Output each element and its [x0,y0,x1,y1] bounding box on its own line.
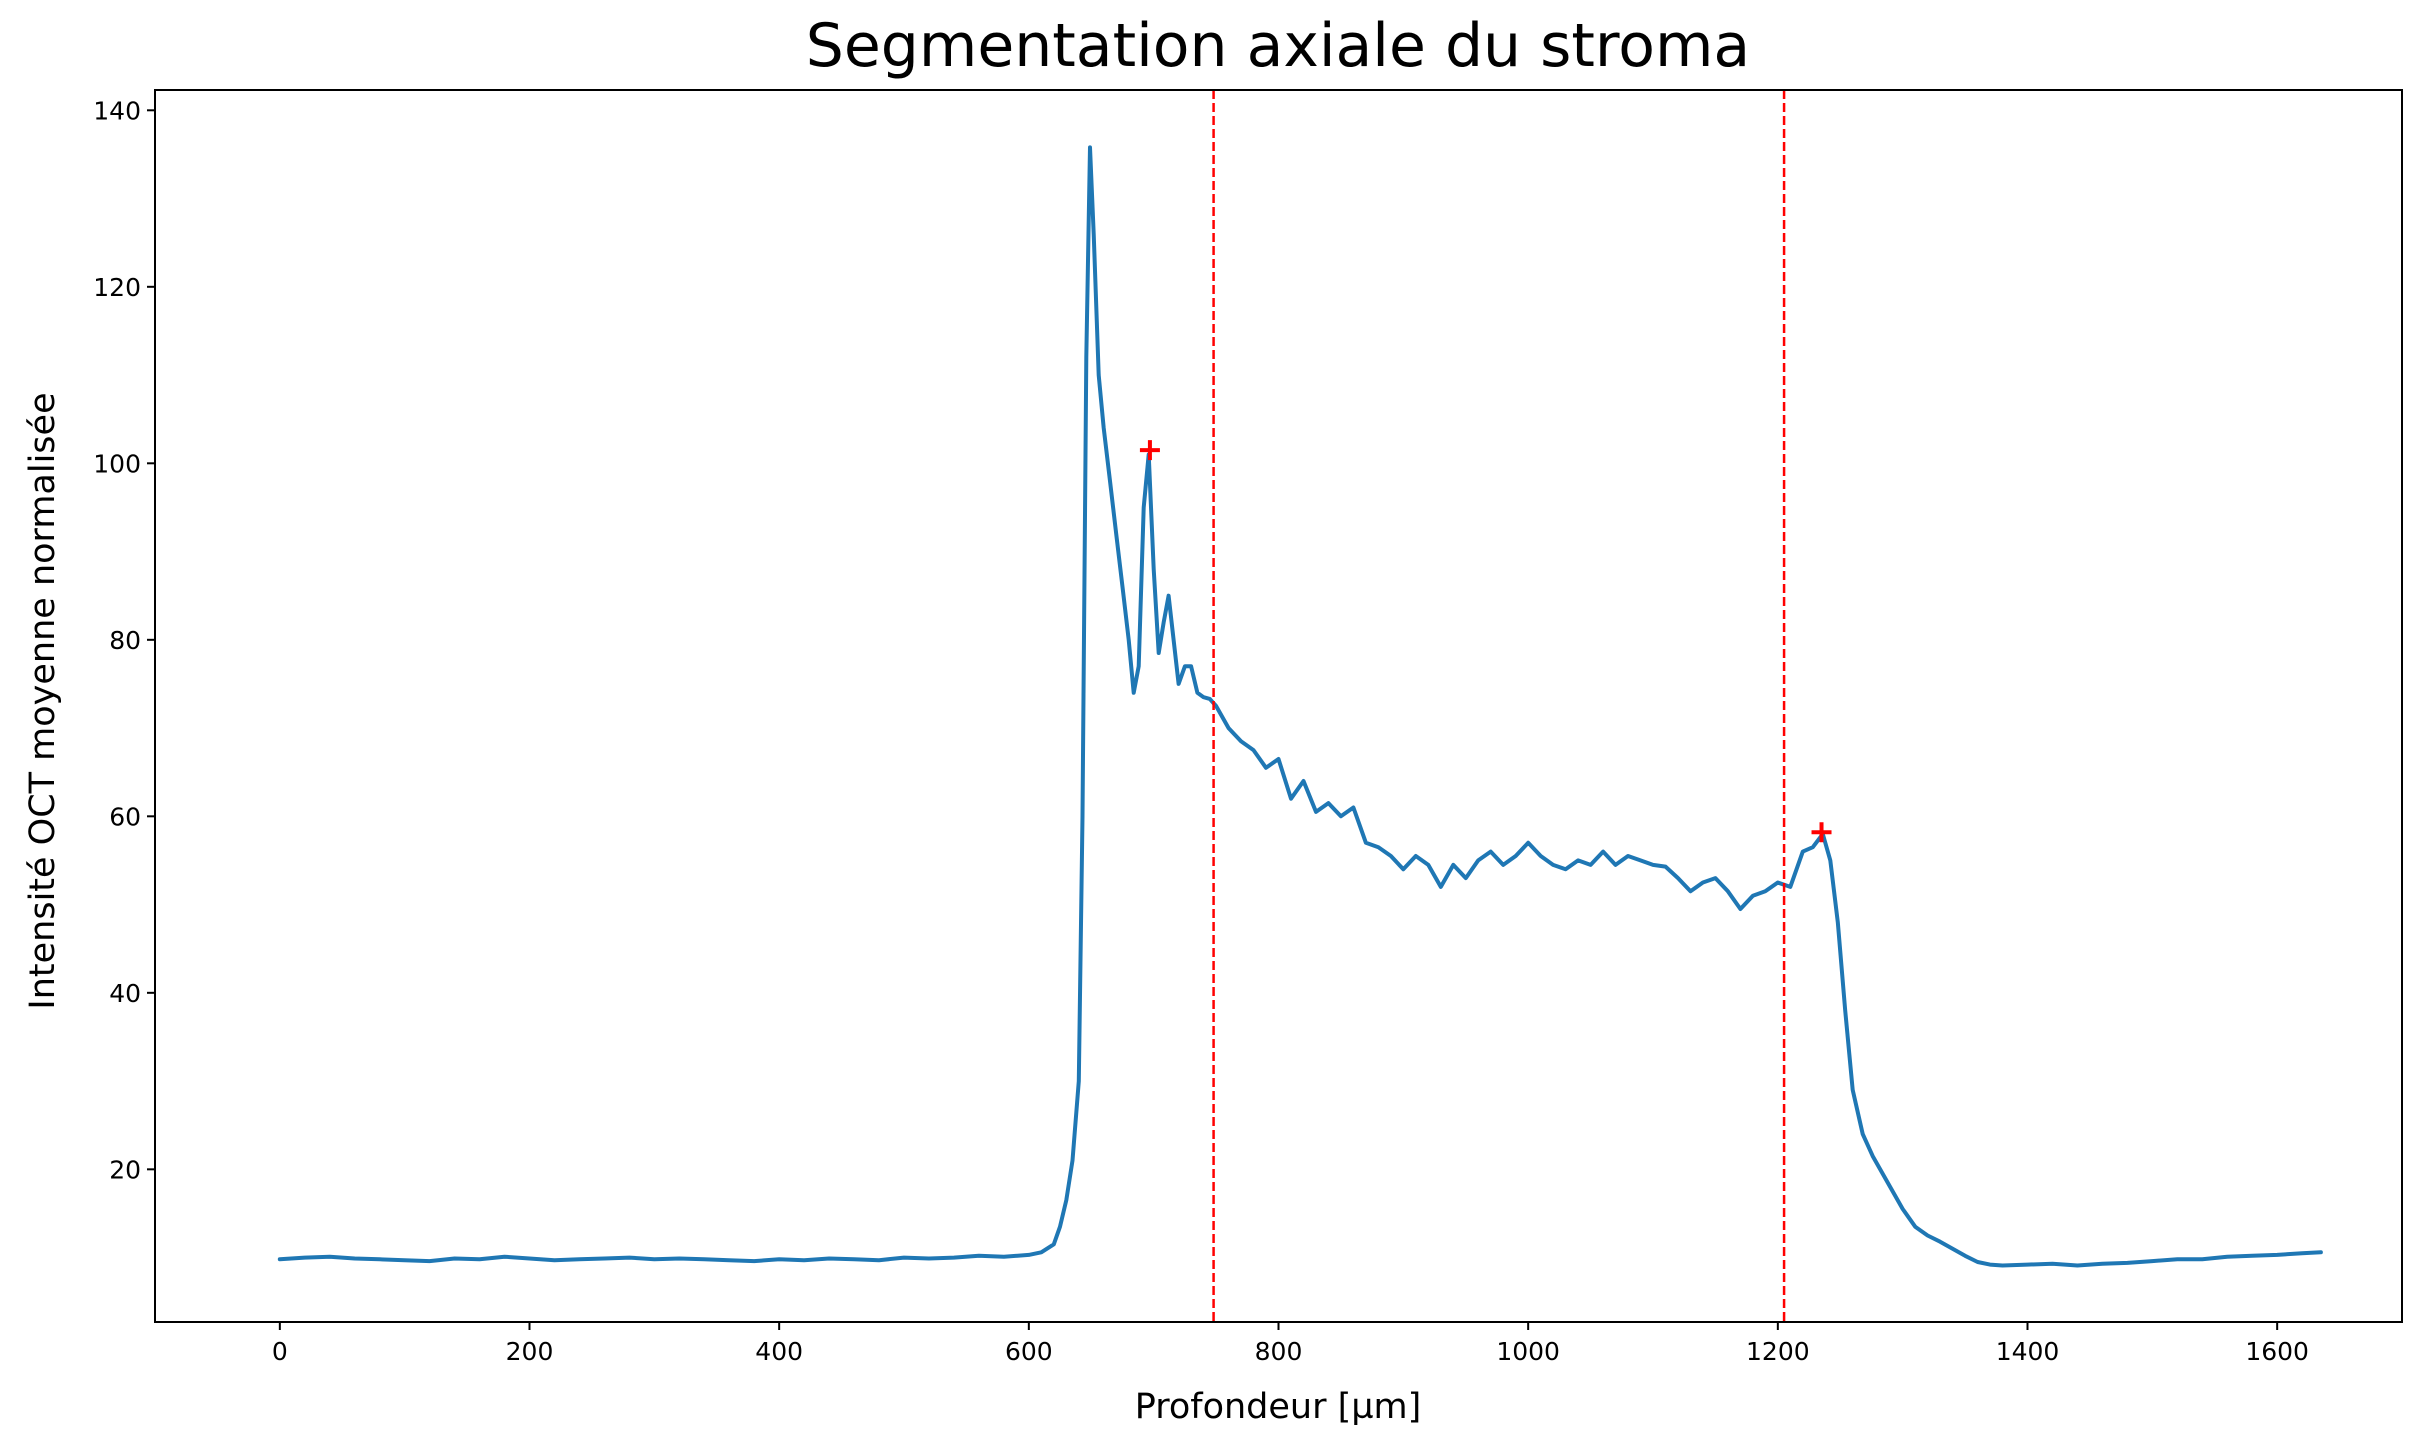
peak-marker-1 [1811,822,1832,843]
x-tick-label: 200 [506,1337,554,1366]
x-tick-label: 600 [1005,1337,1053,1366]
x-tick-label: 1400 [1996,1337,2060,1366]
x-tick-label: 1200 [1746,1337,1810,1366]
x-tick-label: 1000 [1496,1337,1560,1366]
x-tick-label: 0 [272,1337,288,1366]
peak-marker-0 [1139,440,1160,461]
y-axis-label: Intensité OCT moyenne normalisée [23,392,63,1009]
y-tick-label: 120 [93,273,141,302]
y-tick-label: 80 [109,626,141,655]
y-tick-label: 20 [109,1155,141,1184]
plot-layer: 0 200 400 600 800 1000 1200 1400 1600 20 40 60 80 100… [93,89,2403,1366]
x-axis-label: Profondeur [µm] [1135,1387,1422,1427]
y-tick-label: 140 [93,96,141,125]
chart-title: Segmentation axiale du stroma [806,11,1750,81]
x-tick-label: 400 [755,1337,803,1366]
x-tick-label: 800 [1255,1337,1303,1366]
y-tick-label: 60 [109,802,141,831]
series-line-0 [277,145,2323,1268]
x-tick-label: 1600 [2245,1337,2309,1366]
y-tick-label: 40 [109,979,141,1008]
y-tick-label: 100 [93,449,141,478]
